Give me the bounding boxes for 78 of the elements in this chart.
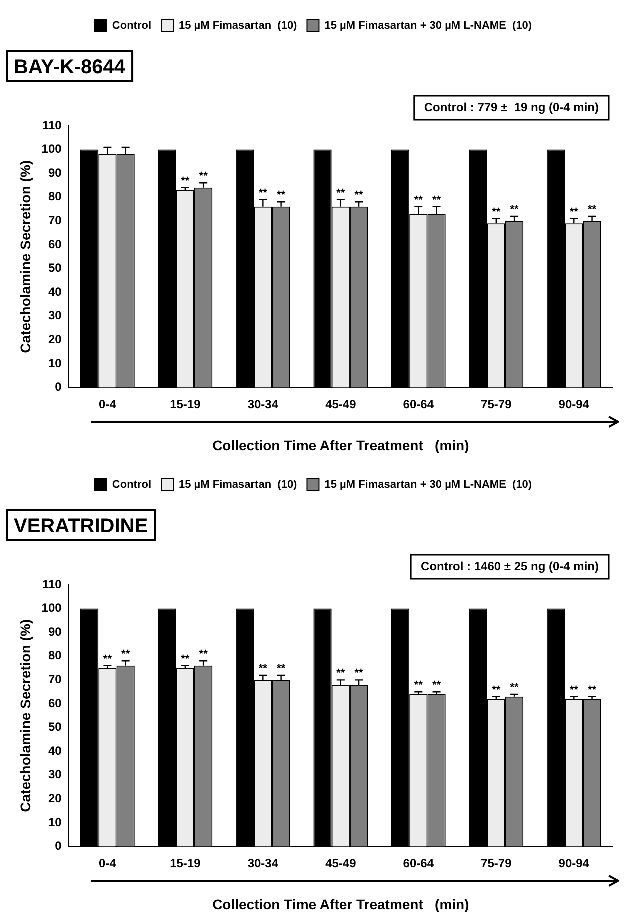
x-tick-label: 90-94: [558, 397, 590, 412]
y-tick-label: 10: [48, 815, 62, 830]
data-label: **: [432, 680, 442, 692]
data-label: **: [336, 187, 346, 200]
x-tick-label: 90-94: [558, 856, 590, 870]
x-tick-label: 45-49: [326, 856, 357, 870]
chart-title: BAY-K-8644: [14, 56, 126, 79]
x-axis-title: Collection Time After Treatment (min): [212, 896, 470, 912]
data-label: **: [570, 684, 580, 696]
data-label: **: [277, 190, 286, 202]
y-tick-label: 30: [48, 308, 62, 323]
y-tick-label: 30: [48, 768, 62, 782]
y-tick-label: 60: [48, 237, 62, 252]
data-label: **: [199, 170, 209, 183]
data-label: **: [588, 204, 598, 216]
data-label: **: [122, 648, 131, 661]
y-tick-label: 50: [48, 261, 62, 276]
y-tick-label: 100: [42, 601, 62, 616]
legend-label: 15 µM Fimasartan + 30 µM L-NAME (10): [324, 20, 532, 32]
data-label: **: [181, 175, 190, 188]
data-label: **: [588, 684, 598, 696]
data-label: **: [103, 653, 113, 666]
y-tick-label: 10: [48, 356, 62, 370]
y-tick-label: 50: [48, 720, 62, 734]
data-label: **: [432, 194, 442, 206]
y-tick-label: 40: [48, 284, 62, 299]
data-label: **: [277, 662, 286, 675]
data-label: **: [414, 194, 424, 206]
y-tick-label: 20: [48, 332, 62, 347]
x-tick-label: 75-79: [481, 856, 512, 870]
data-label: **: [258, 187, 268, 200]
data-label: **: [336, 668, 346, 680]
y-tick-label: 90: [48, 166, 62, 180]
y-tick-label: 20: [48, 792, 62, 806]
data-label: **: [354, 668, 364, 680]
y-tick-label: 110: [42, 118, 62, 132]
y-tick-label: 80: [48, 190, 62, 204]
data-label: **: [354, 190, 364, 202]
x-tick-label: 60-64: [403, 856, 434, 870]
chart-title: VERATRIDINE: [14, 516, 148, 538]
text: Control : 779 ± 19 ng (0-4 min): [424, 100, 600, 114]
legend-label: Control: [112, 20, 152, 32]
x-tick-label: 30-34: [248, 397, 279, 412]
y-tick-label: 60: [48, 696, 62, 710]
legend-label: Control: [112, 479, 152, 492]
y-tick-label: 70: [48, 214, 62, 228]
x-tick-label: 15-19: [170, 856, 202, 870]
x-tick-label: 75-79: [481, 397, 512, 412]
y-axis-title: Catecholamine Secretion (%): [17, 160, 34, 354]
data-label: **: [510, 682, 520, 694]
y-axis-title: Catecholamine Secretion (%): [17, 619, 34, 812]
x-axis-title: Collection Time After Treatment (min): [212, 437, 470, 454]
data-label: **: [492, 684, 502, 696]
data-label: **: [199, 648, 209, 661]
data-label: **: [258, 662, 268, 675]
data-label: **: [510, 204, 520, 216]
y-tick-label: 80: [48, 648, 62, 663]
legend-label: 15 µM Fimasartan + 30 µM L-NAME (10): [324, 479, 532, 492]
y-tick-label: 90: [48, 624, 62, 639]
y-tick-label: 110: [42, 577, 62, 592]
data-label: **: [414, 680, 424, 692]
x-tick-label: 0-4: [99, 856, 117, 870]
y-tick-label: 40: [48, 744, 62, 758]
x-tick-label: 60-64: [403, 397, 434, 412]
legend-label: 15 µM Fimasartan (10): [179, 479, 298, 492]
data-label: **: [570, 206, 580, 218]
y-tick-label: 70: [48, 672, 62, 687]
y-tick-label: 100: [42, 142, 62, 156]
x-tick-label: 0-4: [99, 397, 117, 412]
x-tick-label: 30-34: [248, 856, 279, 870]
y-tick-label: 0: [55, 380, 62, 394]
data-label: **: [492, 206, 502, 218]
x-tick-label: 45-49: [326, 397, 357, 412]
legend-label: 15 µM Fimasartan (10): [179, 20, 298, 32]
data-label: **: [181, 653, 190, 666]
text: Control : 1460 ± 25 ng (0-4 min): [421, 559, 600, 574]
y-tick-label: 0: [55, 839, 62, 854]
x-tick-label: 15-19: [170, 397, 202, 412]
